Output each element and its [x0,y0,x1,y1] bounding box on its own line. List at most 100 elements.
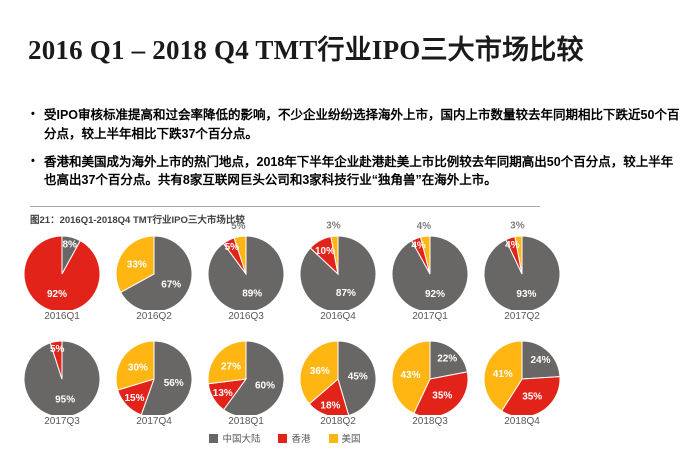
pie-chart-2017Q2: 93% 4% 3% 2017Q2 [476,218,568,323]
pie-slice-mainland [140,340,193,415]
slice-value-label-mainland: 95% [55,394,75,405]
pie-svg: 95% 5% [23,340,101,415]
bullet-item: 受IPO审核标准提高和过会率降低的影响，不少企业纷纷选择海外上市，国内上市数量较… [30,106,680,144]
pie-grid: 8% 92% 2016Q1 67% 33% 2016Q2 89% 5% 5% 2016Q3 87% 1… [16,218,568,428]
pie-quarter-label: 2018Q2 [320,416,356,427]
pie-chart-2017Q3: 95% 5% 2017Q3 [16,323,108,428]
figure-header: 图21：2016Q1-2018Q4 TMT行业IPO三大市场比较 [30,206,540,226]
pie-quarter-label: 2018Q4 [504,416,540,427]
pie-quarter-label: 2016Q1 [44,311,80,322]
pie-slice-usa [115,235,155,293]
slice-value-label-mainland: 89% [242,289,262,300]
pie-chart-2016Q2: 67% 33% 2016Q2 [108,218,200,323]
pie-slice-mainland [207,235,285,310]
pie-slice-mainland [391,235,469,310]
slice-value-label-mainland: 92% [425,289,445,300]
pie-chart-2016Q1: 8% 92% 2016Q1 [16,218,108,323]
pie-quarter-label: 2018Q3 [412,416,448,427]
slice-value-label-hongkong: 13% [213,388,233,399]
pie-svg: 92% 4% 4% [391,221,469,310]
slice-value-label-mainland: 45% [348,372,368,383]
slice-value-label-usa: 4% [417,221,432,232]
slice-value-label-hongkong: 5% [225,242,240,253]
slice-value-label-hongkong: 35% [432,390,452,401]
slice-value-label-usa: 36% [310,366,330,377]
slice-value-label-hongkong: 35% [522,392,542,403]
pie-chart-2018Q3: 22% 35% 43% 2018Q3 [384,323,476,428]
legend-swatch-usa [328,433,338,443]
legend-label-mainland: 中国大陆 [222,434,261,445]
pie-slice-usa [514,235,523,275]
slice-value-label-usa: 43% [400,370,420,381]
slice-value-label-hongkong: 15% [124,393,144,404]
pie-slice-hongkong [23,235,101,310]
slice-value-label-usa: 27% [221,361,241,372]
pie-svg: 89% 5% 5% [207,221,285,310]
pie-quarter-label: 2017Q4 [136,416,172,427]
pie-chart-2018Q4: 24% 35% 41% 2018Q4 [476,323,568,428]
legend-swatch-mainland [209,433,219,443]
slice-value-label-hongkong: 5% [50,344,65,355]
pie-chart-2016Q4: 87% 10% 3% 2016Q4 [292,218,384,323]
pie-slice-hongkong [413,371,469,415]
bullet-item: 香港和美国成为海外上市的热门地点，2018年下半年企业赴港赴美上市比例较去年同期… [30,153,680,191]
slice-value-label-usa: 3% [510,221,525,232]
slice-value-label-hongkong: 4% [411,241,426,252]
pie-slice-hongkong [500,376,561,415]
pie-slice-usa [233,235,247,275]
slice-value-label-hongkong: 10% [315,246,335,257]
chart-legend: 中国大陆 香港 美国 [30,431,540,445]
pie-slice-usa [207,340,247,385]
pie-svg: 93% 4% 3% [483,221,561,310]
pie-svg: 67% 33% [115,235,193,310]
slice-value-label-mainland: 60% [255,381,275,392]
pie-svg: 8% 92% [23,235,101,310]
pie-quarter-label: 2017Q3 [44,416,80,427]
slice-value-label-mainland: 93% [516,289,536,300]
summary-bullet-list: 受IPO审核标准提高和过会率降低的影响，不少企业纷纷选择海外上市，国内上市数量较… [30,106,680,199]
pie-svg: 45% 18% 36% [299,340,377,415]
legend-item-hongkong: 香港 [278,431,311,445]
slice-value-label-hongkong: 92% [47,289,67,300]
slice-value-label-usa: 41% [493,369,513,380]
figure-caption: 图21：2016Q1-2018Q4 TMT行业IPO三大市场比较 [30,215,245,226]
pie-slice-mainland [521,340,561,380]
slice-value-label-mainland: 22% [437,354,457,365]
pie-chart-2016Q3: 89% 5% 5% 2016Q3 [200,218,292,323]
pie-slice-mainland [337,340,377,415]
pie-slice-usa [299,340,339,405]
slice-value-label-hongkong: 4% [505,240,520,251]
pie-svg: 60% 13% 27% [207,340,285,415]
pie-svg: 22% 35% 43% [391,340,469,415]
pie-quarter-label: 2017Q1 [412,311,448,322]
slice-value-label-mainland: 56% [164,378,184,389]
legend-swatch-hongkong [278,433,288,443]
pie-chart-2018Q2: 45% 18% 36% 2018Q2 [292,323,384,428]
pie-slice-usa [419,235,431,275]
pie-slice-hongkong [49,340,63,380]
pie-slice-mainland [429,340,468,380]
pie-slice-mainland [120,235,193,310]
pie-chart-2017Q1: 92% 4% 4% 2017Q1 [384,218,476,323]
pie-svg: 87% 10% 3% [299,221,377,310]
pie-slice-usa [330,235,339,275]
slice-value-label-hongkong: 18% [320,400,340,411]
pie-svg: 24% 35% 41% [483,340,561,415]
pie-slice-usa [115,340,155,391]
pie-slice-mainland [222,340,285,415]
pie-slice-usa [391,340,431,415]
legend-item-mainland: 中国大陆 [209,431,260,445]
pie-chart-2017Q4: 56% 15% 30% 2017Q4 [108,323,200,428]
legend-item-usa: 美国 [328,431,361,445]
page-title: 2016 Q1 – 2018 Q4 TMT行业IPO三大市场比较 [28,35,584,66]
slice-value-label-usa: 5% [231,221,246,232]
pie-slice-usa [483,340,523,412]
slice-value-label-usa: 33% [127,259,147,270]
pie-quarter-label: 2016Q2 [136,311,172,322]
pie-quarter-label: 2016Q4 [320,311,356,322]
slice-value-label-mainland: 67% [161,280,181,291]
slice-value-label-usa: 30% [128,363,148,374]
pie-quarter-label: 2016Q3 [228,311,264,322]
slice-value-label-mainland: 87% [336,288,356,299]
